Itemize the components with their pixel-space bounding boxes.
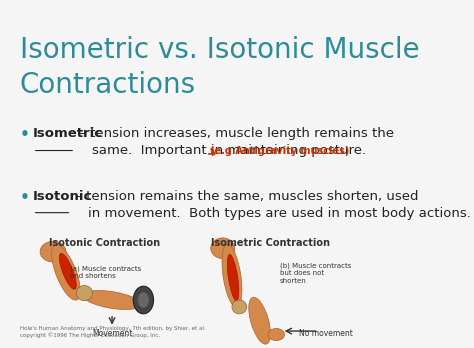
Text: (a) Muscle contracts
and shortens: (a) Muscle contracts and shortens — [70, 266, 141, 279]
Text: Isotonic: Isotonic — [33, 190, 92, 203]
Ellipse shape — [138, 292, 149, 308]
Text: •: • — [20, 127, 30, 142]
Text: Movement: Movement — [92, 329, 132, 338]
Text: Hole's Human Anatomy and Physiology, 7th edition, by Shier, et al.
copyright ©19: Hole's Human Anatomy and Physiology, 7th… — [20, 326, 205, 338]
Ellipse shape — [268, 329, 284, 341]
Text: Isometric: Isometric — [33, 127, 103, 140]
Ellipse shape — [83, 291, 141, 309]
Ellipse shape — [228, 254, 239, 301]
Text: (b) Muscle contracts
but does not
shorten: (b) Muscle contracts but does not shorte… — [280, 262, 351, 284]
Ellipse shape — [222, 244, 242, 308]
Ellipse shape — [40, 241, 66, 262]
Ellipse shape — [59, 253, 76, 289]
Text: Isotonic Contraction: Isotonic Contraction — [49, 238, 160, 248]
Circle shape — [232, 300, 246, 314]
Ellipse shape — [249, 297, 271, 344]
Text: No movement: No movement — [299, 329, 353, 338]
Text: Isometric Contraction: Isometric Contraction — [211, 238, 330, 248]
Ellipse shape — [52, 245, 80, 300]
Ellipse shape — [133, 286, 154, 314]
Text: •: • — [20, 190, 30, 205]
Text: Isometric vs. Isotonic Muscle
Contractions: Isometric vs. Isotonic Muscle Contractio… — [20, 36, 419, 98]
FancyBboxPatch shape — [0, 0, 374, 348]
Circle shape — [76, 285, 92, 301]
Ellipse shape — [211, 238, 235, 259]
Text: (e.g Antigravity muscles): (e.g Antigravity muscles) — [210, 147, 349, 156]
Text: – tension increases, muscle length remains the
    same.  Important in maintaini: – tension increases, muscle length remai… — [75, 127, 394, 157]
Text: – tension remains the same, muscles shorten, used
    in movement.  Both types a: – tension remains the same, muscles shor… — [72, 190, 471, 220]
